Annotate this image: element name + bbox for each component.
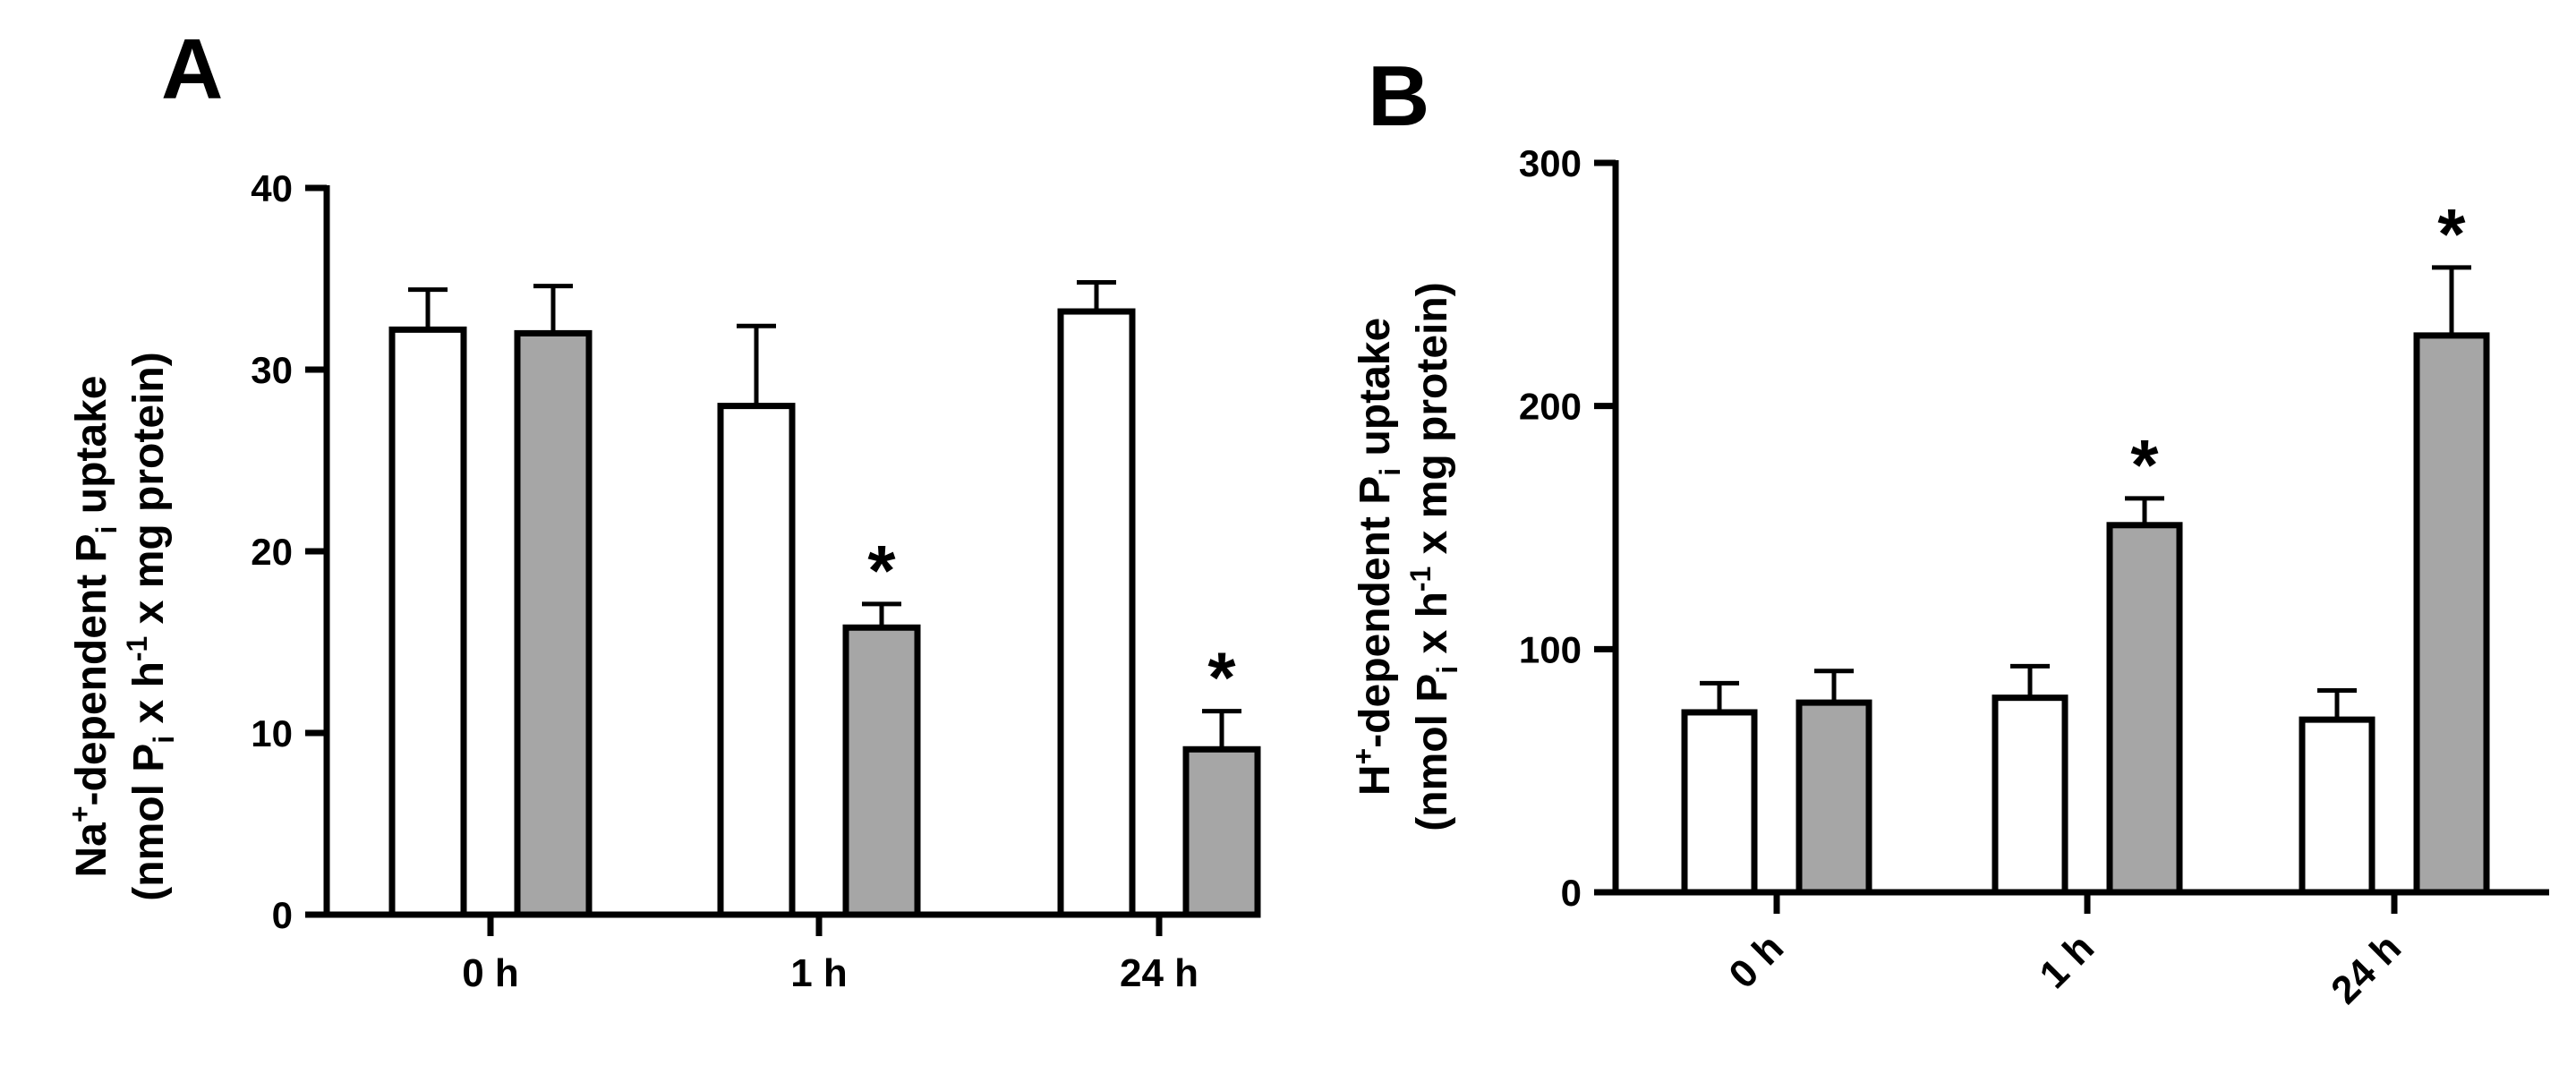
significance-mark: * [2130,425,2159,505]
bar [2299,716,2376,896]
y-tick-label: 200 [1519,386,1582,428]
bar [388,326,467,918]
y-tick-label: 0 [1561,872,1582,914]
bar [1681,709,1758,896]
bar [842,624,921,918]
panel-b-ylabel-line1: H+-dependent Pi uptake [1347,318,1406,796]
x-tick-label: 24 h [1120,951,1198,995]
x-tick-label: 1 h [2031,925,2103,997]
panel-b-ylabel-line2: (nmol Pi x h-1 x mg protein) [1404,282,1463,831]
ylabel-part-pre: (nmol P [125,744,173,901]
bar [1182,746,1261,918]
y-tick-label: 40 [251,167,293,209]
bar [2413,332,2490,896]
significance-mark: * [2437,194,2466,274]
y-tick-label: 20 [251,531,293,573]
ylabel-part-sub: i [90,526,123,534]
y-tick-label: 300 [1519,142,1582,184]
panel-b-label: B [1368,48,1429,144]
ylabel-part-sup: + [1347,748,1379,765]
panel-a-ylabel-line1: Na+-dependent Pi uptake [64,376,123,878]
y-tick-label: 100 [1519,628,1582,670]
ylabel-part-pre: H [1352,764,1399,796]
y-tick-label: 0 [272,894,293,936]
panel-b-plot: * * 0 100 200 300 0 h 1 h 24 h [1519,142,2549,1012]
panel-b: B H+-dependent Pi uptake (nmol Pi x h-1 … [1347,48,2549,1012]
bar [1992,694,2068,896]
bar [2106,522,2183,896]
x-tick-label: 0 h [1720,925,1792,997]
ylabel-part-post: x mg protein) [125,352,173,635]
ylabel-part-mid: x h [1409,592,1456,666]
x-tick-label: 1 h [790,951,848,995]
ylabel-part-post: x mg protein) [1409,282,1456,566]
bar [1796,699,1872,896]
ylabel-part-sub: i [1374,468,1406,476]
y-tick-label: 30 [251,349,293,391]
bar [514,329,593,918]
ylabel-part-sup: + [64,805,96,822]
ylabel-part-mid: -dependent P [1352,476,1399,748]
x-tick-label: 0 h [462,951,519,995]
y-tick-label: 10 [251,712,293,754]
ylabel-part-mid: -dependent P [68,533,115,805]
ylabel-part-pre: Na [68,822,115,878]
bar [717,403,796,918]
significance-mark: * [867,531,896,610]
significance-mark: * [1207,638,1236,718]
panel-a-plot: * * 0 10 20 30 40 0 h 1 h 24 h [251,167,1261,995]
ylabel-part-post: uptake [1352,318,1399,468]
ylabel-part-sub: i [1431,666,1463,674]
x-tick-label: 24 h [2323,925,2410,1012]
ylabel-part-post: uptake [68,376,115,526]
panel-a-label: A [161,21,223,117]
ylabel-part-sup: -1 [1404,567,1437,592]
ylabel-part-mid: x h [125,661,173,736]
ylabel-part-pre: (nmol P [1409,674,1456,831]
panel-a: A Na+-dependent Pi uptake (nmol Pi x h-1… [64,21,1261,995]
ylabel-part-sup: -1 [121,636,153,661]
ylabel-part-sub: i [148,736,180,744]
panel-a-ylabel-line2: (nmol Pi x h-1 x mg protein) [121,352,180,900]
bar [1057,308,1136,918]
